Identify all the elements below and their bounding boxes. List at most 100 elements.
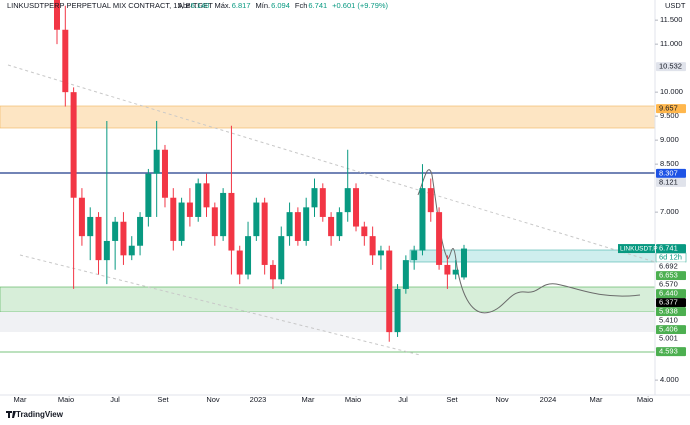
candle-body [286, 212, 293, 237]
x-tick-label: Mar [302, 395, 315, 404]
symbol-tag-box [618, 244, 655, 254]
candle-body [394, 288, 401, 333]
price-label: 5.938 [659, 307, 678, 316]
y-tick-label: 7.000 [660, 207, 679, 216]
price-label-box [656, 271, 686, 281]
candle-body [269, 264, 276, 280]
candle-body [236, 250, 243, 275]
candle-body [54, 0, 60, 30]
price-label-box [656, 334, 686, 344]
price-label-box [656, 168, 686, 178]
candle-body [253, 202, 260, 237]
gray-zone [0, 312, 655, 332]
x-tick-label: Set [446, 395, 458, 404]
candle-body [145, 173, 152, 217]
candle-body [344, 188, 351, 213]
price-label: 9.657 [659, 104, 678, 113]
ohlc-key: Fch [295, 1, 308, 10]
candle-body [195, 183, 202, 217]
projection-path [417, 169, 641, 314]
price-label-box [656, 177, 686, 187]
x-tick-label: Nov [206, 395, 220, 404]
price-label: 8.307 [659, 168, 678, 177]
candle-body [128, 245, 135, 256]
candle-body [178, 202, 185, 241]
price-label-box [656, 316, 686, 326]
candle-body [137, 216, 144, 246]
price-label-box [656, 347, 686, 357]
demand-zone [0, 286, 656, 313]
price-label: 6.440 [659, 289, 678, 298]
candle-body [211, 207, 218, 237]
candle-body [336, 212, 343, 237]
price-label-box [656, 307, 686, 317]
symbol-tag: LINKUSDT.P [620, 245, 658, 252]
price-label-box [656, 289, 686, 299]
x-tick-label: Maio [637, 395, 653, 404]
candle-body [186, 202, 193, 217]
candle-body [62, 29, 69, 93]
candle-body [319, 188, 326, 217]
brand-logo: TradingView [6, 410, 64, 419]
x-tick-label: Jul [398, 395, 408, 404]
candle-body [294, 212, 301, 241]
price-label: 10.532 [659, 62, 682, 71]
candle-body [427, 188, 434, 213]
price-label-box [656, 325, 686, 335]
ohlc-change: +0.601 (+9.79%) [332, 1, 388, 10]
symbol-title: LINKUSDTPERP PERPETUAL MIX CONTRACT, 15,… [7, 1, 213, 10]
y-tick-label: 11.500 [660, 15, 682, 24]
candle-body [311, 188, 318, 208]
price-label: 6.570 [659, 280, 678, 289]
price-label: 5.406 [659, 325, 678, 334]
price-label-box [656, 244, 686, 254]
currency: USDT [665, 1, 686, 10]
x-tick-label: 2023 [250, 395, 267, 404]
candle-body [411, 250, 418, 261]
price-label: 6.653 [659, 271, 678, 280]
price-label-box [656, 62, 686, 72]
ohlc-key: Máx. [214, 1, 230, 10]
price-label-box [656, 298, 686, 308]
candle-body [220, 192, 227, 237]
trend-line [7, 64, 656, 263]
candle-body [369, 236, 376, 256]
candle-body [353, 188, 360, 227]
x-tick-label: Maio [345, 395, 361, 404]
x-tick-label: Mar [590, 395, 603, 404]
candle-body [120, 221, 127, 256]
ohlc-key: Abr [178, 1, 190, 10]
candle-body [444, 264, 451, 275]
candle-body [461, 248, 467, 278]
y-tick-label: 11.000 [660, 39, 682, 48]
candle-body [170, 197, 177, 241]
x-tick-label: Nov [495, 395, 509, 404]
price-label: 4.593 [659, 347, 678, 356]
candle-body [112, 221, 119, 241]
candle-body [452, 269, 459, 275]
ohlc-legend: Abr 6.140 Máx. 6.817 Mín. 6.094 Fch 6.741 +0.601… [178, 1, 389, 10]
x-tick-label: Set [157, 395, 169, 404]
y-tick-label: 9.000 [660, 135, 679, 144]
candle-body [245, 236, 252, 275]
price-label: 5.410 [659, 316, 678, 325]
candle-body [361, 226, 368, 237]
x-tick-label: Maio [58, 395, 74, 404]
price-label: 6.692 [659, 262, 678, 271]
price-axis: USDT 11.500 11.000 10.000 9.500 9.000 8.500 7.… [655, 1, 687, 384]
candle-body [95, 216, 102, 261]
trend-line [19, 254, 421, 356]
supply-zone [0, 105, 656, 129]
price-label: 8.121 [659, 177, 678, 186]
price-label: 6.741 [659, 244, 678, 253]
candle-body [261, 202, 268, 265]
candle-body [87, 216, 94, 237]
price-label: 5.001 [659, 334, 678, 343]
ohlc-value: 6.741 [308, 1, 327, 10]
candle-body [103, 240, 110, 261]
y-tick-label: 8.500 [660, 159, 679, 168]
candle-body [377, 250, 384, 256]
x-tick-label: Mar [14, 395, 27, 404]
candle-body [303, 207, 310, 241]
